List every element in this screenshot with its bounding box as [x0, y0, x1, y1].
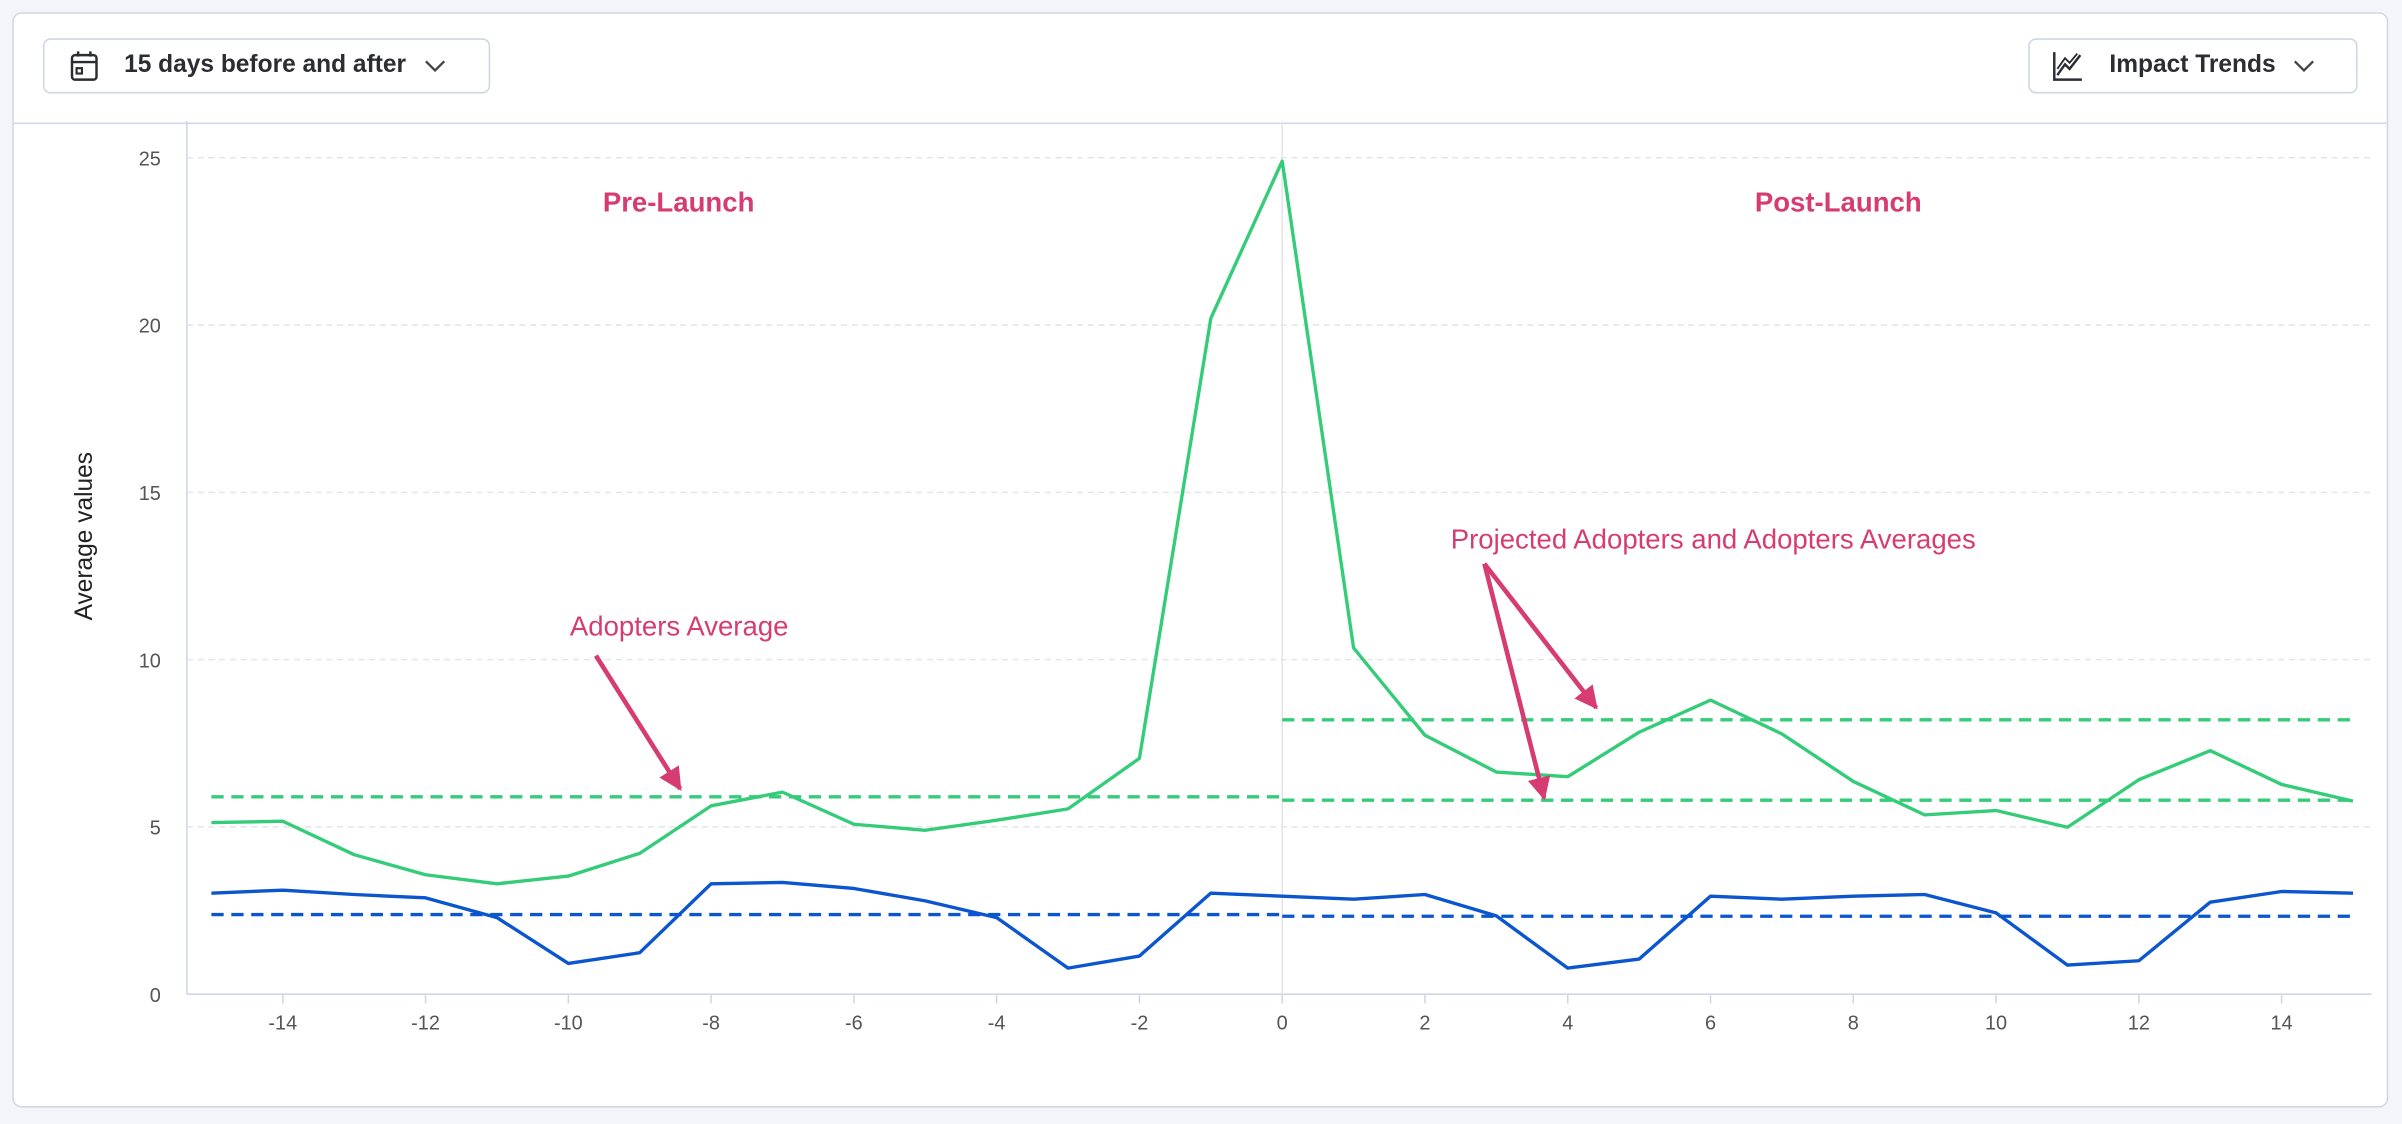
annotation-arrow	[1482, 563, 1551, 801]
x-tick-label: -2	[1131, 1012, 1149, 1034]
chevron-down-icon	[425, 60, 446, 72]
y-tick-label: 15	[139, 483, 161, 505]
adopters-series-line	[211, 159, 2354, 886]
x-tick-label: 12	[2128, 1012, 2150, 1034]
x-tick-label: 10	[1985, 1012, 2007, 1034]
y-tick-label: 25	[139, 148, 161, 170]
y-tick-label: 5	[150, 818, 161, 840]
x-tick-label: -12	[411, 1012, 440, 1034]
chevron-down-icon	[2294, 60, 2315, 72]
chart-card: 15 days before and after Impact Trends	[12, 12, 2389, 1108]
pre-launch-label: Pre-Launch	[603, 186, 755, 217]
x-tick-label: -14	[268, 1012, 297, 1034]
adopters-average-annotation: Adopters Average	[570, 611, 789, 642]
chart-toolbar: 15 days before and after Impact Trends	[13, 14, 2387, 125]
view-type-label: Impact Trends	[2109, 52, 2276, 79]
projected-series-line	[211, 880, 2354, 970]
annotation-arrow	[1482, 562, 1599, 710]
y-tick-label: 20	[139, 316, 161, 338]
x-tick-label: 14	[2271, 1012, 2293, 1034]
post-launch-label: Post-Launch	[1755, 186, 1922, 217]
line-chart-icon	[2053, 52, 2082, 81]
y-tick-label: 0	[150, 985, 161, 1007]
x-tick-label: -6	[845, 1012, 863, 1034]
x-tick-label: -10	[554, 1012, 583, 1034]
x-tick-label: 4	[1562, 1012, 1573, 1034]
y-tick-label: 10	[139, 650, 161, 672]
date-range-label: 15 days before and after	[124, 52, 407, 79]
view-type-dropdown[interactable]: Impact Trends	[2028, 38, 2358, 94]
calendar-icon	[70, 51, 98, 81]
y-axis-label: Average values	[71, 452, 98, 620]
x-tick-label: 6	[1705, 1012, 1716, 1034]
projected-averages-annotation: Projected Adopters and Adopters Averages	[1451, 523, 1976, 554]
annotation-arrow	[593, 654, 683, 791]
x-tick-label: -4	[988, 1012, 1006, 1034]
x-tick-label: 8	[1848, 1012, 1859, 1034]
x-tick-label: 2	[1419, 1012, 1430, 1034]
date-range-dropdown[interactable]: 15 days before and after	[42, 38, 491, 94]
x-tick-label: -8	[702, 1012, 720, 1034]
x-tick-label: 0	[1277, 1012, 1288, 1034]
